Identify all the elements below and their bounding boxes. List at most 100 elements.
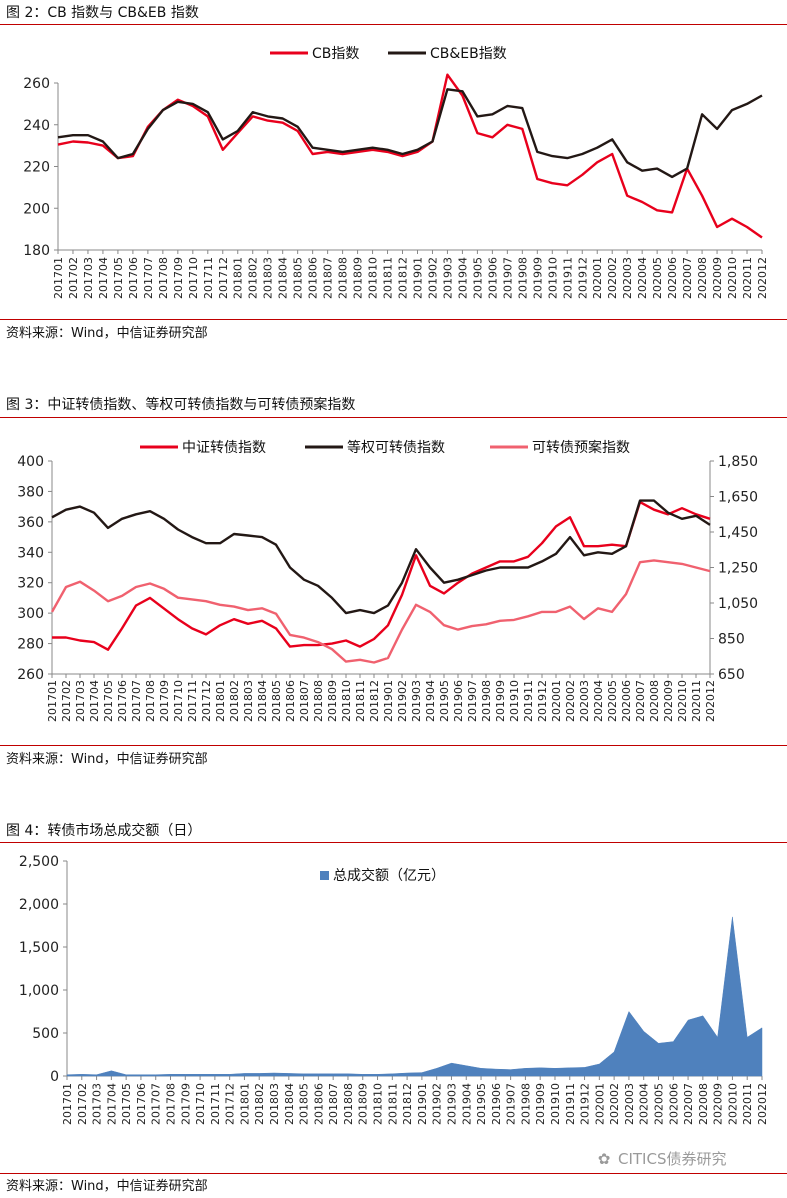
y-tick-label: 220: [23, 160, 50, 176]
x-tick-label: 201912: [536, 680, 549, 722]
x-tick-label: 202008: [696, 257, 709, 299]
x-tick-label: 201711: [202, 257, 215, 299]
y-tick-label: 280: [17, 637, 44, 653]
x-tick-label: 201709: [179, 1083, 192, 1125]
x-tick-label: 201711: [209, 1083, 222, 1125]
x-tick-label: 201701: [46, 680, 59, 722]
x-tick-label: 201907: [501, 257, 514, 299]
x-tick-label: 201909: [534, 1083, 547, 1125]
y-tick-label: 340: [17, 545, 44, 561]
x-tick-label: 201709: [158, 680, 171, 722]
x-tick-label: 201901: [411, 257, 424, 299]
x-tick-label: 202010: [676, 680, 689, 722]
x-tick-label: 201905: [475, 1083, 488, 1125]
x-tick-label: 202011: [741, 1083, 754, 1125]
x-tick-label: 201701: [52, 257, 65, 299]
x-tick-label: 202005: [606, 680, 619, 722]
x-tick-label: 201903: [441, 257, 454, 299]
x-tick-label: 202006: [667, 1083, 680, 1125]
x-tick-label: 201905: [471, 257, 484, 299]
x-tick-label: 201710: [187, 257, 200, 299]
x-tick-label: 201805: [292, 257, 305, 299]
x-tick-label: 201909: [494, 680, 507, 722]
x-tick-label: 202012: [756, 257, 769, 299]
x-tick-label: 201802: [253, 1083, 266, 1125]
x-tick-label: 201801: [214, 680, 227, 722]
x-tick-label: 201807: [327, 1083, 340, 1125]
series-area-volume: [66, 916, 763, 1077]
x-tick-label: 201910: [549, 1083, 562, 1125]
x-tick-label: 201803: [242, 680, 255, 722]
x-tick-label: 202005: [651, 257, 664, 299]
x-tick-label: 201707: [142, 257, 155, 299]
x-tick-label: 202001: [593, 1083, 606, 1125]
x-tick-label: 202010: [726, 257, 739, 299]
wechat-icon: ✿: [597, 1150, 611, 1168]
y2-tick-label: 1,650: [718, 490, 758, 506]
x-tick-label: 201904: [456, 257, 469, 299]
y-tick-label: 0: [50, 1069, 59, 1085]
x-tick-label: 202004: [636, 257, 649, 299]
x-tick-label: 201909: [531, 257, 544, 299]
x-tick-label: 201902: [431, 1083, 444, 1125]
x-tick-label: 201902: [426, 257, 439, 299]
x-tick-label: 202007: [634, 680, 647, 722]
x-tick-label: 201702: [67, 257, 80, 299]
x-tick-label: 202008: [648, 680, 661, 722]
legend-label: 总成交额（亿元）: [333, 867, 445, 884]
series-line-0: [57, 73, 763, 239]
x-tick-label: 201908: [480, 680, 493, 722]
y-tick-label: 2,500: [19, 854, 59, 870]
x-tick-label: 201802: [247, 257, 260, 299]
x-tick-label: 202003: [621, 257, 634, 299]
x-tick-label: 201811: [382, 257, 395, 299]
x-tick-label: 201708: [157, 257, 170, 299]
x-tick-label: 201703: [74, 680, 87, 722]
x-tick-label: 201809: [326, 680, 339, 722]
x-tick-label: 202002: [606, 257, 619, 299]
x-tick-label: 201910: [508, 680, 521, 722]
legend-swatch: [320, 871, 329, 880]
x-tick-label: 202006: [666, 257, 679, 299]
x-tick-label: 202011: [690, 680, 703, 722]
x-tick-label: 202009: [662, 680, 675, 722]
x-tick-label: 201705: [120, 1083, 133, 1125]
figure-2-source-rule: [0, 319, 787, 320]
watermark: ✿ CITICS债券研究: [594, 1148, 727, 1169]
x-tick-label: 201812: [397, 257, 410, 299]
figure-3-source: 资料来源：Wind，中信证券研究部: [6, 752, 208, 767]
x-tick-label: 202011: [741, 257, 754, 299]
y-tick-label: 240: [23, 118, 50, 134]
x-tick-label: 201808: [342, 1083, 355, 1125]
x-tick-label: 201906: [490, 1083, 503, 1125]
watermark-text: CITICS债券研究: [618, 1150, 727, 1168]
x-tick-label: 202012: [756, 1083, 769, 1125]
x-tick-label: 201704: [88, 680, 101, 722]
x-tick-label: 201706: [127, 257, 140, 299]
legend-label: 中证转债指数: [182, 440, 266, 456]
x-tick-label: 202003: [578, 680, 591, 722]
x-tick-label: 201808: [337, 257, 350, 299]
figure-4-title: 图 4：转债市场总成交额（日）: [6, 823, 202, 839]
x-tick-label: 201910: [546, 257, 559, 299]
x-tick-label: 201904: [424, 680, 437, 722]
y-tick-label: 1,500: [19, 940, 59, 956]
figure-4-title-rule: [0, 842, 787, 843]
x-tick-label: 201710: [194, 1083, 207, 1125]
x-tick-label: 201809: [352, 257, 365, 299]
x-tick-label: 201804: [277, 257, 290, 299]
y2-tick-label: 850: [718, 632, 745, 648]
y-tick-label: 360: [17, 515, 44, 531]
x-tick-label: 201908: [516, 257, 529, 299]
y-tick-label: 1,000: [19, 983, 59, 999]
x-tick-label: 201807: [322, 257, 335, 299]
x-tick-label: 201706: [116, 680, 129, 722]
x-tick-label: 201908: [519, 1083, 532, 1125]
x-tick-label: 201806: [312, 1083, 325, 1125]
x-tick-label: 201911: [561, 257, 574, 299]
x-tick-label: 201708: [144, 680, 157, 722]
x-tick-label: 201703: [91, 1083, 104, 1125]
x-tick-label: 201901: [416, 1083, 429, 1125]
figure-3-title-rule: [0, 417, 787, 418]
